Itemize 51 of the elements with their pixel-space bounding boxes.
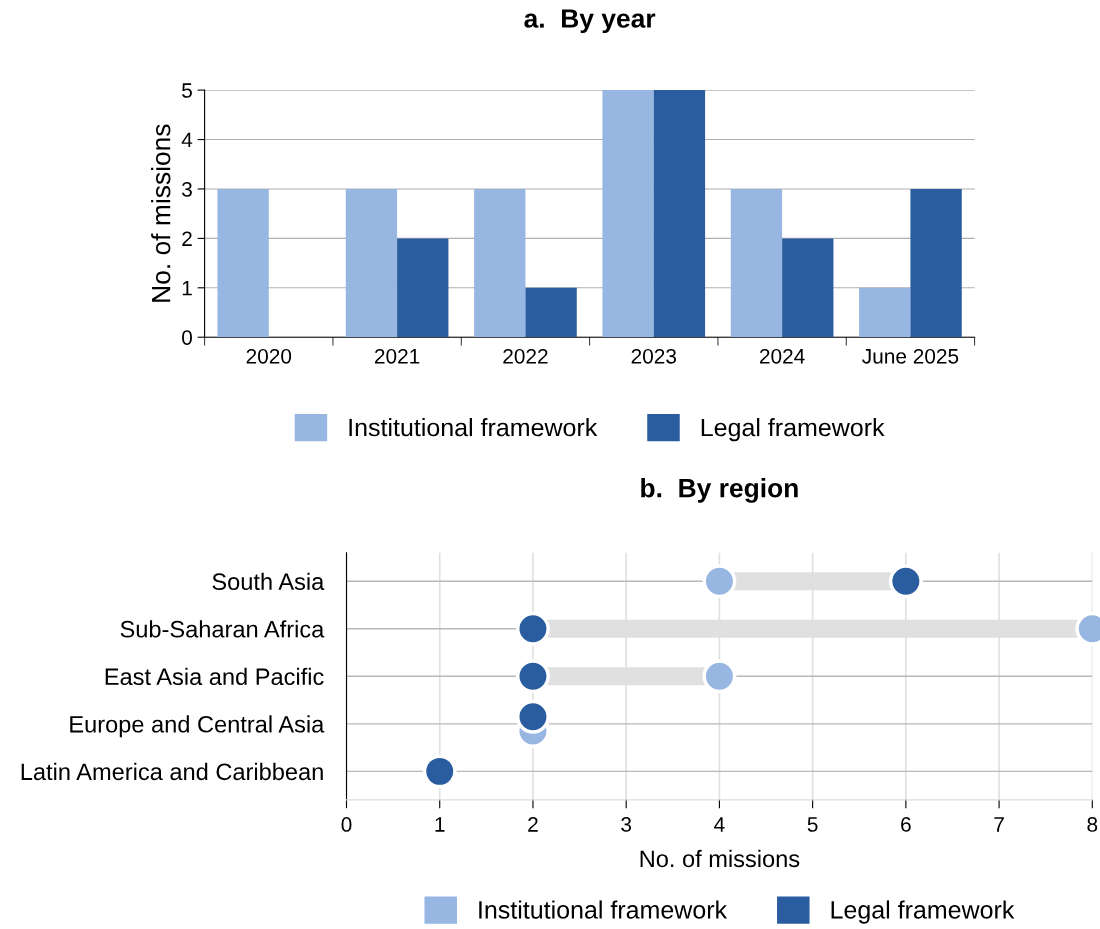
point (702, 659, 737, 694)
chart-title: b. By region (641, 478, 798, 503)
bar (345, 188, 398, 338)
x-tick-label: 6 (901, 817, 911, 832)
point (516, 611, 550, 646)
y-tick-label: 5 (182, 83, 192, 98)
y-tick-label: East Asia and Pacific (105, 667, 324, 686)
bar (859, 287, 911, 338)
y-tick-label: 2 (182, 231, 192, 246)
bar (474, 188, 526, 338)
point (888, 564, 923, 599)
bar (730, 188, 783, 338)
point (516, 659, 550, 694)
bar (217, 188, 269, 338)
y-tick-label: 3 (182, 181, 192, 197)
bar (602, 90, 654, 338)
x-tick-label: 5 (807, 817, 818, 832)
bar (910, 188, 962, 338)
legend-label: Institutional framework (479, 900, 728, 919)
x-tick-label: 2021 (374, 348, 420, 364)
y-tick-label: Europe and Central Asia (70, 715, 325, 738)
x-tick-label: 8 (1087, 817, 1098, 832)
x-tick-label: 2024 (759, 348, 805, 364)
x-axis-title: No. of missions (640, 849, 800, 868)
x-tick-label: 0 (341, 817, 352, 832)
bar (782, 238, 834, 338)
x-tick-label: 1 (435, 817, 445, 832)
bar (653, 90, 706, 338)
y-tick-label: Sub-Saharan Africa (120, 620, 325, 638)
x-tick-label: 2020 (246, 348, 292, 364)
y-tick-label: 0 (182, 330, 192, 345)
x-tick-label: 3 (621, 817, 632, 832)
point (702, 564, 737, 599)
y-tick-label: South Asia (212, 572, 325, 591)
legend-label: Legal framework (701, 417, 885, 442)
chart-title: a. By year (524, 9, 656, 34)
x-tick-label: 2022 (503, 348, 548, 364)
bar (525, 287, 577, 338)
y-tick-label: Latin America and Caribbean (21, 762, 323, 781)
x-tick-label: 7 (994, 817, 1004, 832)
y-tick-label: 1 (182, 281, 192, 296)
bar (397, 238, 449, 338)
x-tick-label: June 2025 (862, 348, 959, 364)
x-tick-label: 4 (714, 817, 725, 832)
x-tick-label: 2 (528, 817, 538, 832)
point (422, 754, 457, 789)
legend-label: Institutional framework (349, 417, 598, 437)
y-tick-label: 4 (181, 132, 193, 148)
legend-label: Legal framework (831, 900, 1015, 924)
x-tick-label: 2023 (631, 348, 677, 364)
y-axis-title: No. of missions (151, 124, 171, 302)
